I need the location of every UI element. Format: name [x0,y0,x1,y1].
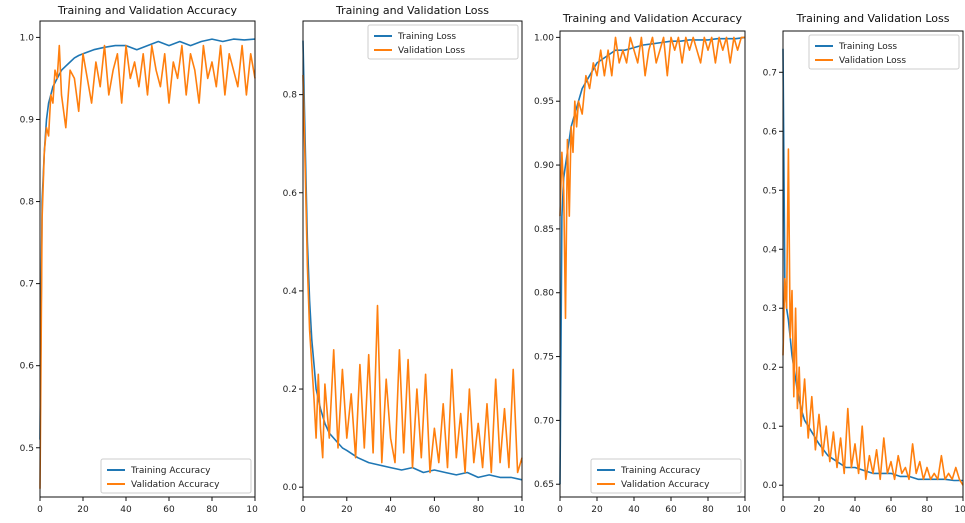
y-tick-label: 0.7 [20,280,34,290]
legend-label: Validation Accuracy [621,480,710,490]
legend-box [590,458,742,494]
x-tick-label: 0 [300,505,306,515]
y-tick-label: 0.2 [283,385,297,395]
y-tick-label: 0.4 [763,245,778,255]
plot-frame [782,30,964,498]
legend-box [367,24,519,60]
x-tick-label: 80 [702,505,714,515]
series-line-training-loss [302,40,523,481]
x-tick-label: 40 [120,505,132,515]
legend-label: Validation Loss [398,46,465,56]
legend-label: Validation Accuracy [131,480,220,490]
legend-label: Training Accuracy [130,466,211,476]
legend-box [808,34,960,70]
y-tick-label: 0.6 [20,362,35,372]
chart-panel-2: Training and Validation Loss 0 20 40 60 80 10 0… [258,0,524,523]
y-tick-label: 0.4 [283,287,298,297]
x-tick-label: 20 [341,505,353,515]
x-tick-label: 0 [557,505,563,515]
y-tick-label: 0.65 [534,480,554,490]
x-tick-label: 100 [246,505,258,515]
chart-panel-1: Training and Validation Accuracy 0 20 40 60 8… [0,0,258,523]
y-tick-label: 1.0 [20,33,35,43]
legend-label: Training Accuracy [620,466,701,476]
y-tick-label: 0.5 [763,186,777,196]
y-tick-label: 0.6 [283,189,298,199]
y-tick-label: 0.8 [20,198,35,208]
chart-panel-3: Training and Validation Accuracy 0 20 40 60 8… [524,0,750,523]
y-tick-label: 0.0 [763,481,778,491]
plot-frame [39,20,256,498]
accuracy-chart-1: Training and Validation Accuracy 0 20 40 60 8… [20,4,258,515]
series-line-validation-loss [302,74,523,474]
series-line-validation-accuracy [559,36,745,320]
x-tick-label: 0 [37,505,43,515]
chart-title: Training and Validation Loss [335,4,489,17]
series-line-training-accuracy [39,38,256,440]
x-tick-label: 60 [163,505,175,515]
y-tick-label: 0.75 [534,353,554,363]
chart-panel-4: Training and Validation Loss 0 20 40 60 80 10 0… [750,0,965,523]
y-tick-label: 0.85 [534,225,554,235]
x-tick-label: 40 [628,505,640,515]
x-tick-label: 20 [813,505,825,515]
x-tick-label: 100 [513,505,524,515]
y-tick-label: 0.95 [534,97,554,107]
chart-title: Training and Validation Accuracy [562,12,743,25]
chart-title: Training and Validation Accuracy [57,4,238,17]
x-tick-label: 0 [780,505,786,515]
y-tick-label: 0.6 [763,127,778,137]
plot-frame [302,20,523,498]
x-tick-label: 100 [954,505,965,515]
legend-label: Validation Loss [839,56,906,66]
x-tick-label: 80 [921,505,933,515]
y-tick-label: 0.1 [763,422,777,432]
y-tick-label: 0.90 [534,161,554,171]
legend-box [100,458,252,494]
series-line-training-accuracy [559,36,746,485]
series-line-training-loss [782,48,963,482]
y-tick-label: 0.7 [763,68,777,78]
legend-label: Training Loss [838,42,897,52]
y-tick-label: 0.0 [283,483,298,493]
y-tick-label: 0.70 [534,416,554,426]
x-tick-label: 20 [591,505,603,515]
x-tick-label: 100 [736,505,750,515]
y-tick-label: 0.9 [20,115,35,125]
y-tick-label: 0.2 [763,363,777,373]
x-tick-label: 80 [206,505,218,515]
y-tick-label: 0.8 [283,91,298,101]
x-tick-label: 20 [77,505,89,515]
x-tick-label: 40 [385,505,397,515]
y-tick-label: 0.5 [20,444,34,454]
x-tick-label: 80 [472,505,484,515]
x-tick-label: 60 [429,505,441,515]
x-tick-label: 60 [885,505,897,515]
y-tick-label: 0.80 [534,289,554,299]
series-line-validation-loss [782,148,964,486]
y-tick-label: 0.3 [763,304,777,314]
accuracy-chart-2: Training and Validation Accuracy 0 20 40 60 8… [534,12,750,515]
x-tick-label: 60 [665,505,677,515]
x-tick-label: 40 [849,505,861,515]
chart-title: Training and Validation Loss [795,12,949,25]
legend-label: Training Loss [397,32,456,42]
plot-frame [559,30,746,498]
loss-chart-2: Training and Validation Loss 0 20 40 60 80 10 0… [763,12,965,515]
y-tick-label: 1.00 [534,33,554,43]
series-line-validation-accuracy [39,44,256,489]
loss-chart-1: Training and Validation Loss 0 20 40 60 80 10 0… [283,4,524,515]
